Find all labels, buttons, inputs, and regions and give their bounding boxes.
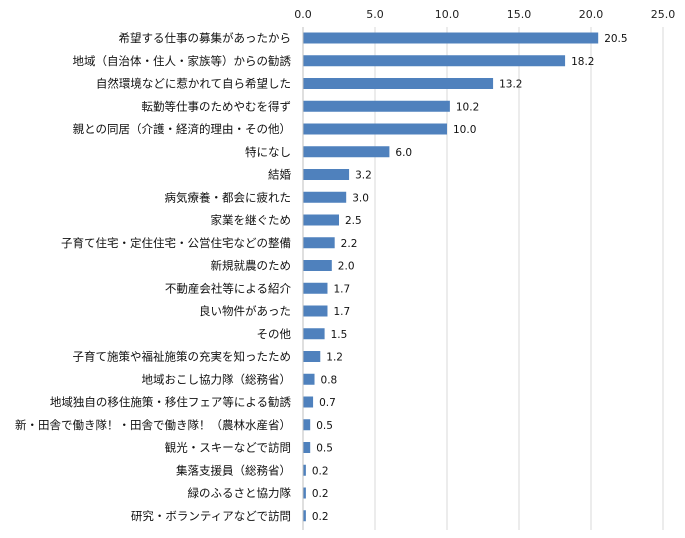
category-label: 地域おこし協力隊（総務省） — [142, 372, 292, 386]
category-label: 観光・スキーなどで訪問 — [165, 441, 291, 455]
data-label: 1.2 — [326, 352, 343, 364]
data-label: 3.0 — [352, 192, 369, 204]
bar — [303, 191, 347, 203]
data-label: 20.5 — [604, 33, 627, 45]
bar — [303, 419, 311, 431]
bar — [303, 146, 390, 158]
bar — [303, 123, 447, 135]
bar — [303, 351, 321, 362]
data-label: 0.2 — [312, 488, 329, 500]
bar — [303, 328, 325, 340]
category-label: 良い物件があった — [199, 304, 291, 318]
data-label: 0.5 — [316, 420, 333, 432]
bar — [303, 373, 315, 385]
category-labels: 希望する仕事の募集があったから地域（自治体・住人・家族等）からの勧誘自然環境など… — [15, 31, 291, 523]
bar — [303, 32, 599, 44]
data-label: 0.2 — [312, 511, 329, 523]
category-label: 緑のふるさと協力隊 — [188, 486, 292, 500]
bar — [303, 464, 306, 476]
category-label: 研究・ボランティアなどで訪問 — [131, 509, 291, 523]
data-label: 1.7 — [333, 306, 350, 318]
bar — [303, 237, 335, 249]
data-label: 10.2 — [456, 101, 479, 113]
category-label: 結婚 — [268, 168, 291, 182]
bars — [303, 32, 599, 522]
category-label: 不動産会社等による紹介 — [165, 281, 292, 295]
data-label: 6.0 — [395, 147, 412, 159]
category-label: 病気療養・都会に疲れた — [165, 190, 292, 204]
data-label: 18.2 — [571, 56, 594, 68]
bar — [303, 510, 306, 522]
category-label: 希望する仕事の募集があったから — [119, 31, 292, 45]
category-label: 親との同居（介護・経済的理由・その他） — [73, 122, 291, 136]
category-label: 家業を継ぐため — [211, 213, 292, 227]
data-label: 3.2 — [355, 170, 372, 182]
bar — [303, 169, 350, 180]
bar — [303, 305, 328, 317]
category-label: 地域（自治体・住人・家族等）からの勧誘 — [73, 54, 292, 68]
data-label: 13.2 — [499, 79, 522, 91]
x-tick-label: 20.0 — [579, 8, 604, 21]
x-tick-label: 0.0 — [294, 8, 312, 21]
data-label: 2.0 — [338, 261, 355, 273]
x-tick-label: 15.0 — [507, 8, 532, 21]
data-label: 0.8 — [321, 374, 338, 386]
bar — [303, 100, 450, 112]
bar — [303, 55, 566, 67]
category-label: 地域独自の移住施策・移住フェア等による勧誘 — [50, 395, 292, 409]
x-tick-label: 25.0 — [651, 8, 676, 21]
category-label: 新・田舎で働き隊！・田舎で働き隊！（農林水産省） — [15, 418, 291, 432]
data-label: 2.2 — [341, 238, 358, 250]
data-label: 0.5 — [316, 443, 333, 455]
bar — [303, 214, 339, 226]
category-label: 転勤等仕事のためやむを得ず — [142, 99, 292, 113]
category-label: その他 — [257, 327, 292, 341]
data-label: 10.0 — [453, 124, 476, 136]
bar — [303, 78, 494, 89]
data-label: 2.5 — [345, 215, 362, 227]
bar — [303, 282, 328, 294]
category-label: 集落支援員（総務省） — [176, 463, 291, 477]
x-tick-label: 5.0 — [366, 8, 384, 21]
bar — [303, 442, 311, 453]
bar — [303, 396, 314, 408]
data-label: 0.7 — [319, 397, 336, 409]
x-tick-label: 10.0 — [435, 8, 460, 21]
data-label: 0.2 — [312, 465, 329, 477]
value-labels: 20.5 18.2 13.2 10.2 10.0 6.0 3.2 3.0 2.5 2.2 2.0 1.… — [312, 33, 628, 523]
bar — [303, 487, 306, 499]
data-label: 1.7 — [333, 283, 350, 295]
category-label: 新規就農のため — [211, 259, 292, 273]
category-label: 特になし — [245, 145, 291, 159]
category-label: 子育て住宅・定住住宅・公営住宅などの整備 — [61, 236, 291, 250]
x-axis-ticks: 0.0 5.0 10.0 15.0 20.0 25.0 — [294, 8, 675, 21]
category-label: 自然環境などに惹かれて自ら希望した — [96, 77, 291, 91]
category-label: 子育て施策や福祉施策の充実を知ったため — [73, 350, 292, 364]
data-label: 1.5 — [331, 329, 348, 341]
bar — [303, 260, 332, 271]
